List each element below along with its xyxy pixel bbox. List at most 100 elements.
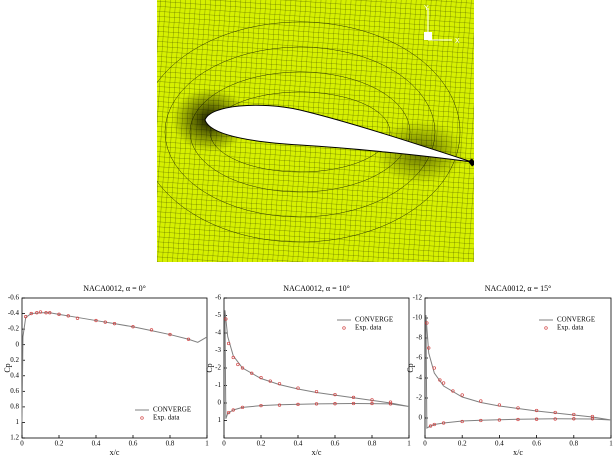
x-tick-label: 1 bbox=[609, 440, 613, 448]
y-tick-label: -6 bbox=[215, 294, 221, 302]
cp-line bbox=[21, 312, 208, 423]
exp-point bbox=[479, 418, 483, 423]
exp-point bbox=[94, 318, 98, 323]
legend-label: CONVERGE bbox=[153, 406, 191, 414]
legend-swatch bbox=[140, 416, 144, 420]
exp-point bbox=[314, 402, 319, 406]
x-tick-label: 0.4 bbox=[495, 440, 504, 448]
exp-point bbox=[66, 314, 70, 318]
x-axis-label: x/c bbox=[513, 448, 523, 457]
exp-point bbox=[438, 378, 442, 382]
plot-frame bbox=[21, 297, 208, 439]
exp-point bbox=[224, 317, 228, 321]
x-tick-label: 0.4 bbox=[92, 440, 101, 448]
exp-point bbox=[231, 408, 235, 412]
exp-point bbox=[333, 392, 337, 397]
y-tick-label: -4 bbox=[416, 374, 422, 382]
legend-label: CONVERGE bbox=[557, 316, 595, 324]
exp-point bbox=[277, 403, 282, 407]
y-tick-label: -10 bbox=[413, 314, 423, 322]
y-tick-label: -2 bbox=[416, 394, 422, 402]
plot-frame bbox=[424, 297, 612, 439]
exp-point bbox=[38, 310, 43, 314]
exp-point bbox=[103, 320, 107, 324]
y-tick-label: 1 bbox=[16, 418, 20, 426]
x-tick-label: 0.4 bbox=[294, 440, 303, 448]
exp-point bbox=[497, 418, 502, 422]
exp-point bbox=[231, 355, 235, 360]
x-tick-label: 1 bbox=[205, 440, 209, 448]
exp-point bbox=[240, 366, 245, 370]
legend-swatch bbox=[342, 326, 346, 330]
y-tick-label: -5 bbox=[215, 311, 221, 319]
y-tick-label: 0.6 bbox=[10, 387, 19, 395]
x-tick-label: 0.8 bbox=[569, 440, 578, 448]
exp-point bbox=[590, 417, 595, 421]
legend-label: Exp. data bbox=[557, 324, 584, 332]
exp-point bbox=[479, 399, 483, 403]
exp-point bbox=[259, 375, 263, 380]
y-tick-label: -0.2 bbox=[8, 325, 20, 333]
exp-point bbox=[268, 379, 272, 383]
exp-point bbox=[112, 322, 117, 326]
y-axis-label: Cp bbox=[205, 363, 214, 372]
exp-point bbox=[553, 410, 557, 415]
x-tick-label: 0.6 bbox=[331, 440, 340, 448]
cp-line bbox=[425, 314, 612, 429]
exp-point bbox=[370, 401, 374, 406]
exp-point bbox=[277, 382, 282, 386]
x-tick-label: 0.8 bbox=[368, 440, 377, 448]
exp-point bbox=[388, 400, 393, 404]
exp-point bbox=[432, 366, 436, 370]
exp-point bbox=[168, 332, 172, 337]
exp-point bbox=[75, 316, 80, 320]
x-tick-label: 0 bbox=[423, 440, 427, 448]
exp-point bbox=[451, 389, 455, 393]
exp-point bbox=[572, 417, 576, 421]
exp-point bbox=[425, 321, 429, 325]
exp-point bbox=[516, 417, 520, 422]
x-axis-label: x/c bbox=[110, 448, 120, 457]
exp-point bbox=[57, 312, 61, 316]
legend-label: Exp. data bbox=[355, 324, 382, 332]
exp-point bbox=[351, 395, 356, 400]
y-tick-label: -2 bbox=[215, 364, 221, 372]
y-axis-label: Cp bbox=[3, 363, 12, 372]
exp-point bbox=[314, 389, 319, 394]
exp-point bbox=[497, 403, 502, 407]
exp-point bbox=[149, 328, 154, 332]
exp-point bbox=[24, 315, 28, 319]
y-tick-label: -4 bbox=[215, 329, 221, 337]
mesh-axis-label: X bbox=[455, 38, 460, 45]
exp-point bbox=[432, 422, 436, 427]
x-tick-label: 0.6 bbox=[129, 440, 138, 448]
y-tick-label: -0.4 bbox=[8, 309, 20, 317]
exp-point bbox=[236, 362, 240, 367]
x-tick-label: 0 bbox=[20, 440, 24, 448]
chart-title: NACA0012, α = 0° bbox=[83, 284, 146, 293]
cp-line bbox=[224, 310, 410, 419]
exp-point bbox=[240, 405, 245, 410]
exp-point bbox=[131, 325, 135, 329]
x-tick-label: 0.2 bbox=[55, 440, 64, 448]
exp-point bbox=[226, 410, 231, 415]
exp-point bbox=[441, 421, 446, 425]
x-axis-label: x/c bbox=[312, 448, 322, 457]
exp-point bbox=[534, 417, 539, 421]
mesh: Y X bbox=[157, 0, 474, 262]
y-tick-label: -6 bbox=[416, 354, 422, 362]
exp-point bbox=[516, 406, 520, 410]
y-tick-label: -0.6 bbox=[8, 294, 20, 302]
y-tick-label: 1 bbox=[218, 416, 222, 424]
exp-point bbox=[44, 311, 48, 315]
exp-point bbox=[186, 337, 191, 341]
y-tick-label: 0.2 bbox=[10, 356, 19, 364]
x-tick-label: 1 bbox=[407, 440, 411, 448]
exp-point bbox=[428, 424, 433, 428]
exp-point bbox=[48, 311, 52, 315]
chart-title: NACA0012, α = 10° bbox=[283, 284, 350, 293]
exp-point bbox=[441, 381, 446, 385]
mesh-axis-label: Y bbox=[424, 5, 429, 12]
